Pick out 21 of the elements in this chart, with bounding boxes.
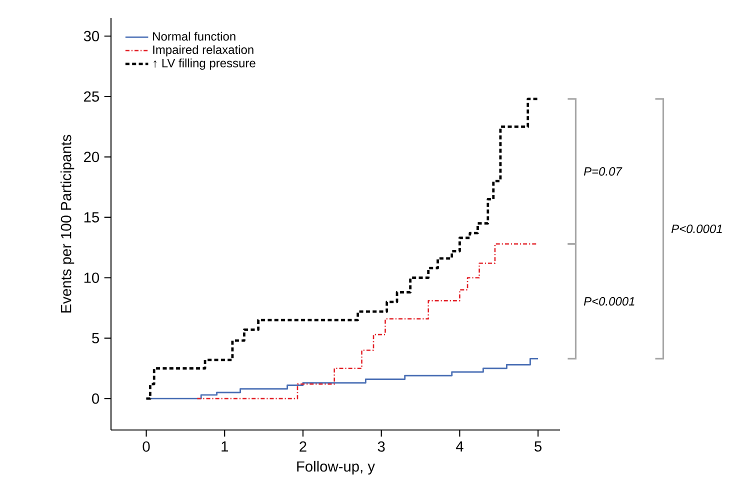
x-tick-label: 0 (142, 441, 150, 452)
x-axis-title: Follow-up, y (297, 460, 375, 475)
text: P<0.0001 (671, 224, 722, 234)
y-tick-label: 5 (92, 333, 99, 344)
x-tick-label: 1 (222, 441, 228, 452)
text: P<0.0001 (584, 297, 634, 306)
y-tick-label: 20 (84, 152, 100, 162)
x-tick-label: 2 (300, 441, 306, 452)
y-axis-title: Events per 100 Participants (60, 134, 74, 312)
x-tick-label: 5 (534, 441, 542, 452)
x-tick-label: 4 (456, 441, 464, 452)
legend-label: ↑ LV filling pressure (154, 58, 256, 70)
y-tick-label: 15 (84, 212, 99, 222)
text: P=0.07 (584, 167, 622, 176)
y-tick-label: 0 (92, 393, 100, 404)
x-tick-label: 3 (378, 441, 385, 452)
y-tick-label: 10 (84, 272, 100, 283)
legend-label: Normal function (153, 32, 236, 41)
legend-label: Impaired relaxation (153, 45, 254, 56)
y-tick-label: 30 (84, 30, 100, 42)
y-tick-label: 25 (84, 91, 99, 102)
